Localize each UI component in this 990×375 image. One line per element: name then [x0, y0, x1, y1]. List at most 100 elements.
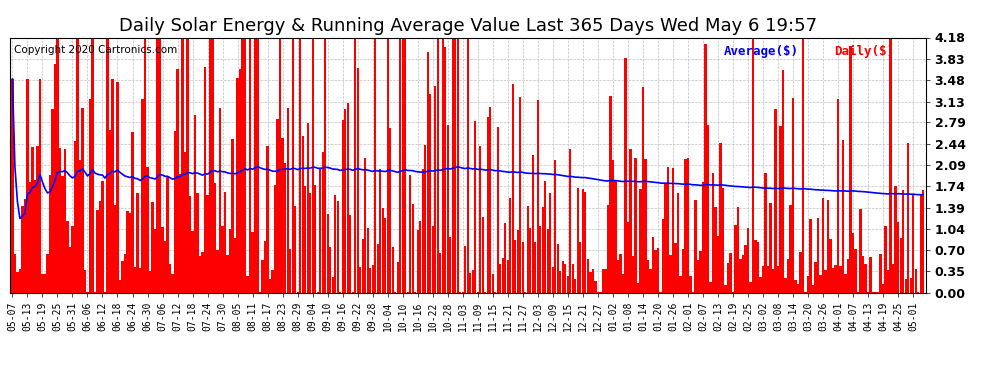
Bar	[489, 108, 491, 292]
Bar	[669, 255, 671, 292]
Bar	[482, 217, 484, 292]
Bar	[810, 219, 812, 292]
Bar	[151, 202, 153, 292]
Bar	[147, 167, 148, 292]
Bar	[910, 278, 912, 292]
Bar	[667, 166, 669, 292]
Bar	[735, 225, 737, 292]
Bar	[487, 117, 489, 292]
Bar	[212, 38, 214, 292]
Bar	[392, 247, 394, 292]
Bar	[269, 279, 271, 292]
Bar	[767, 266, 769, 292]
Bar	[684, 159, 687, 292]
Bar	[837, 99, 840, 292]
Bar	[466, 38, 469, 292]
Bar	[887, 270, 889, 292]
Bar	[42, 274, 44, 292]
Bar	[509, 198, 512, 292]
Bar	[530, 228, 532, 292]
Bar	[644, 159, 646, 292]
Bar	[386, 38, 389, 292]
Bar	[574, 279, 576, 292]
Bar	[345, 109, 346, 292]
Bar	[527, 206, 529, 292]
Bar	[895, 186, 897, 292]
Bar	[217, 251, 219, 292]
Bar	[454, 38, 456, 292]
Bar	[381, 208, 384, 292]
Bar	[787, 259, 789, 292]
Bar	[757, 242, 759, 292]
Bar	[582, 189, 584, 292]
Bar	[474, 121, 476, 292]
Bar	[720, 142, 722, 292]
Bar	[327, 214, 329, 292]
Bar	[797, 284, 799, 292]
Bar	[587, 259, 589, 292]
Bar	[166, 177, 168, 292]
Bar	[356, 68, 358, 292]
Bar	[14, 254, 16, 292]
Bar	[58, 148, 61, 292]
Bar	[291, 38, 294, 292]
Bar	[376, 244, 379, 292]
Bar	[697, 260, 699, 292]
Bar	[835, 266, 837, 292]
Bar	[694, 200, 697, 292]
Bar	[779, 126, 782, 292]
Bar	[744, 244, 746, 292]
Bar	[774, 109, 776, 292]
Bar	[479, 146, 481, 292]
Bar	[737, 207, 740, 292]
Bar	[319, 169, 322, 292]
Bar	[349, 215, 351, 292]
Bar	[707, 125, 709, 292]
Bar	[897, 222, 899, 292]
Bar	[544, 181, 546, 292]
Bar	[759, 277, 761, 292]
Bar	[512, 84, 514, 292]
Bar	[577, 188, 579, 292]
Bar	[374, 38, 376, 292]
Bar	[609, 96, 612, 292]
Bar	[900, 238, 902, 292]
Bar	[504, 224, 507, 292]
Bar	[21, 206, 24, 292]
Bar	[712, 173, 714, 292]
Bar	[769, 203, 771, 292]
Bar	[81, 108, 83, 292]
Bar	[248, 38, 251, 292]
Bar	[111, 79, 114, 292]
Bar	[234, 238, 237, 292]
Bar	[630, 149, 632, 292]
Bar	[199, 256, 201, 292]
Bar	[664, 184, 666, 292]
Bar	[34, 180, 36, 292]
Bar	[497, 127, 499, 292]
Bar	[186, 38, 189, 292]
Bar	[227, 255, 229, 292]
Bar	[646, 260, 649, 292]
Bar	[905, 279, 907, 292]
Bar	[51, 109, 53, 292]
Bar	[284, 163, 286, 292]
Bar	[859, 209, 861, 292]
Bar	[232, 139, 234, 292]
Bar	[677, 193, 679, 292]
Bar	[537, 100, 539, 292]
Bar	[907, 143, 909, 292]
Bar	[24, 199, 26, 292]
Bar	[446, 125, 448, 292]
Bar	[717, 236, 719, 292]
Bar	[614, 181, 617, 292]
Bar	[649, 268, 651, 292]
Bar	[194, 115, 196, 292]
Bar	[722, 188, 724, 292]
Bar	[109, 130, 111, 292]
Bar	[204, 68, 206, 292]
Bar	[702, 182, 704, 292]
Bar	[499, 264, 501, 292]
Bar	[884, 226, 887, 292]
Bar	[397, 262, 399, 292]
